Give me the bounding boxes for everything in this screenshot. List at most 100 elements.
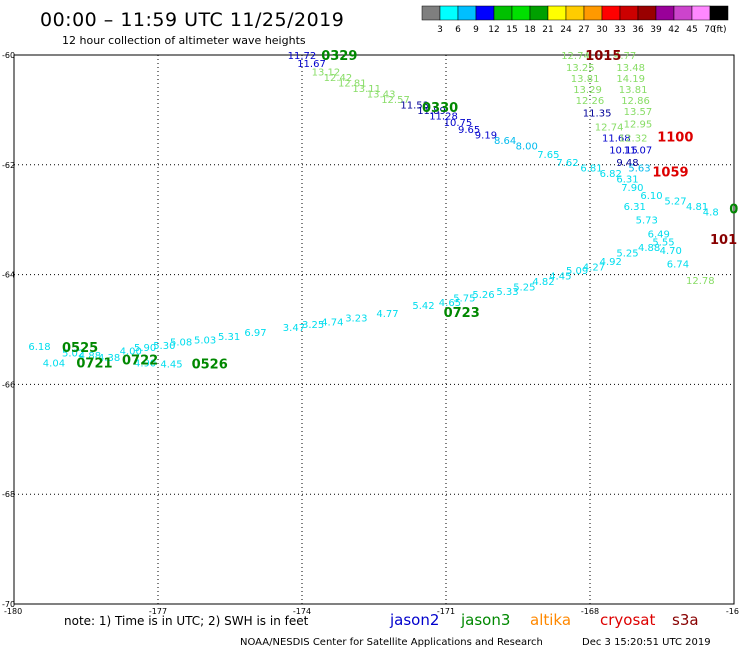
wave-height-value: 4.82 — [532, 277, 554, 288]
pass-time-label: 0 — [729, 203, 738, 218]
pass-time-label: 0526 — [192, 358, 228, 373]
satellite-legend-altika: altika — [530, 611, 571, 629]
wave-height-value: 7.62 — [556, 158, 578, 169]
wave-height-value: 5.73 — [636, 216, 658, 227]
longitude-label: -180 — [4, 607, 22, 616]
longitude-labels: -180 -177 -174 -171 -168 -16 — [4, 607, 739, 616]
wave-height-value: 6.82 — [600, 169, 622, 180]
color-scale-tick: 42 — [668, 25, 679, 35]
wave-height-value: 12.81 — [338, 78, 367, 89]
wave-height-value: 4.77 — [376, 309, 398, 320]
color-scale-tick: 45 — [686, 25, 697, 35]
wave-height-value: 4.04 — [43, 358, 65, 369]
pass-time-label: 1059 — [652, 165, 688, 180]
wave-height-value: 12.57 — [381, 95, 410, 106]
wave-height-value: 4.27 — [583, 262, 605, 273]
pass-time-label: 0723 — [444, 306, 480, 321]
color-scale-tick: 12 — [488, 25, 499, 35]
wave-height-value: 12.42 — [324, 73, 353, 84]
wave-height-value: 12.95 — [624, 120, 653, 131]
wave-height-value: 4.90 — [134, 358, 156, 369]
color-scale-swatch — [655, 5, 675, 21]
color-scale-swatch — [439, 5, 459, 21]
wave-height-value: 4.92 — [600, 257, 622, 268]
satellite-legend: jason2 jason3 altika cryosat s3a — [389, 611, 699, 629]
satellite-legend-s3a: s3a — [672, 611, 699, 629]
wave-height-value: 5.31 — [218, 332, 240, 343]
color-scale-tick: 21 — [542, 25, 553, 35]
color-scale-tick: 9 — [473, 25, 479, 35]
longitude-label: -177 — [149, 607, 167, 616]
wave-height-value: 5.26 — [472, 290, 494, 301]
satellite-legend-jason3: jason3 — [460, 611, 510, 629]
wave-height-value: 9.48 — [616, 158, 638, 169]
wave-height-value: 13.81 — [571, 74, 600, 85]
page-subtitle: 12 hour collection of altimeter wave hei… — [62, 34, 306, 47]
wave-height-value: 11.72 — [288, 51, 317, 62]
wave-height-value: 6.49 — [648, 229, 670, 240]
footer-timestamp: Dec 3 15:20:51 UTC 2019 — [582, 637, 711, 648]
color-scale-swatch — [619, 5, 639, 21]
wave-height-value: 6.81 — [580, 164, 602, 175]
color-scale-swatch — [601, 5, 621, 21]
wave-height-value: 14.19 — [616, 74, 645, 85]
color-scale-tick: 30 — [596, 25, 608, 35]
color-scale-swatch — [583, 5, 603, 21]
wave-height-value: 11.53 — [400, 100, 429, 111]
pass-time-label: 101 — [710, 233, 737, 248]
pass-time-label: 0525 — [62, 341, 98, 356]
wave-height-value: 5.90 — [134, 343, 156, 354]
wave-height-value: 5.75 — [453, 294, 475, 305]
color-scale-unit: (ft) — [713, 25, 727, 35]
wave-height-value: 12.74 — [561, 51, 590, 62]
wave-height-value: 5.30 — [153, 341, 175, 352]
color-scale-swatch — [421, 5, 441, 21]
wave-height-value: 6.10 — [640, 191, 662, 202]
wave-height-value: 11.67 — [297, 59, 326, 70]
pass-time-label: 0329 — [321, 49, 357, 64]
latitude-label: -62 — [2, 161, 15, 170]
latitude-label: -70 — [2, 600, 15, 609]
latitude-labels: -60 -62 -64 -66 -68 -70 — [2, 51, 15, 609]
wave-height-value: 11.07 — [624, 145, 653, 156]
wave-height-value: 8.64 — [494, 136, 516, 147]
wave-height-value: 4.88 — [638, 243, 660, 254]
latitude-label: -64 — [2, 271, 15, 280]
color-scale-bar: 3 6 9 12 15 18 21 24 27 30 33 36 39 42 45 70 — [421, 5, 729, 35]
longitude-label: -16 — [726, 607, 739, 616]
wave-height-value: 11.89 — [417, 106, 446, 117]
wave-height-value: 6.31 — [616, 175, 638, 186]
map-frame — [13, 54, 735, 605]
color-scale-swatch — [511, 5, 531, 21]
color-scale-swatch — [709, 5, 729, 21]
wave-height-value: 6.74 — [667, 260, 689, 271]
wave-height-value: 12.32 — [619, 133, 648, 144]
color-scale-swatch — [673, 5, 693, 21]
wave-height-value: 3.23 — [345, 313, 367, 324]
wave-height-value: 4.81 — [686, 202, 708, 213]
pass-time-label: 1100 — [657, 130, 693, 145]
wave-height-value: 6.97 — [244, 328, 266, 339]
wave-height-observations: 11.7211.6713.1212.4212.8113.1113.4312.57… — [28, 51, 718, 371]
wave-height-value: 11.35 — [583, 109, 612, 120]
wave-height-value: 13.43 — [367, 89, 396, 100]
wave-height-value: 12.74 — [595, 122, 624, 133]
wave-height-value: 10.15 — [609, 145, 638, 156]
wave-height-value: 9.19 — [475, 131, 497, 142]
wave-height-value: 5.02 — [62, 349, 84, 360]
pass-time-label: 0721 — [76, 356, 112, 371]
wave-height-value: 13.25 — [566, 63, 595, 74]
wave-height-value: 5.03 — [194, 335, 216, 346]
color-scale-tick: 6 — [455, 25, 461, 35]
wave-height-value: 4.45 — [160, 360, 182, 371]
wave-height-value: 6.31 — [624, 202, 646, 213]
wave-height-value: 8.00 — [516, 142, 538, 153]
wave-height-value: 13.57 — [624, 107, 653, 118]
color-scale-swatch — [529, 5, 549, 21]
longitude-label: -171 — [437, 607, 455, 616]
color-scale-tick: 36 — [632, 25, 644, 35]
wave-height-value: 5.42 — [412, 301, 434, 312]
wave-height-value: 4.70 — [660, 246, 682, 257]
color-scale-swatch — [457, 5, 477, 21]
